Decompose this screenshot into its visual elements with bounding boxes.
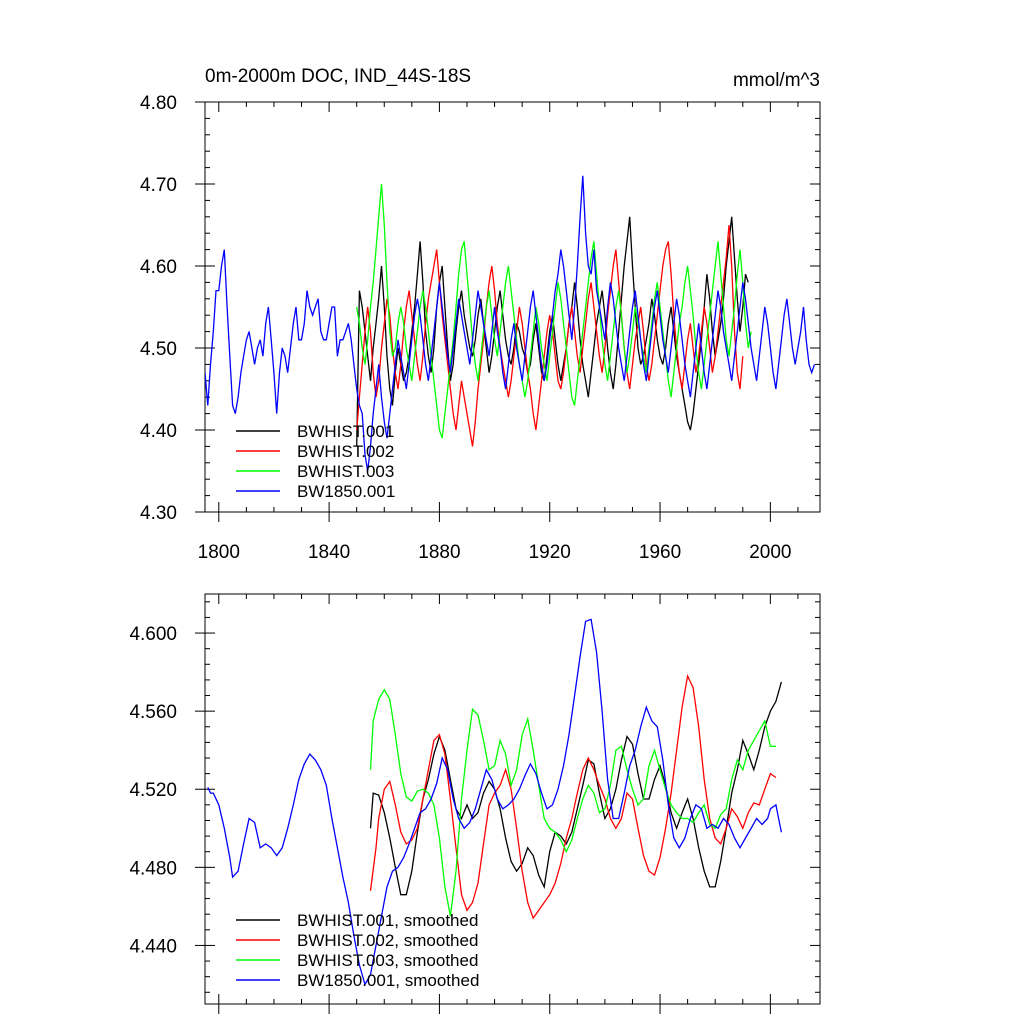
top-legend-label: BWHIST.002 [297, 442, 394, 461]
top-series-line-2 [356, 224, 744, 447]
top-x-tick-label: 1800 [198, 542, 240, 563]
top-y-tick-label: 4.30 [140, 503, 177, 524]
bottom-legend-label: BWHIST.001, smoothed [297, 911, 478, 930]
top-y-tick-label: 4.60 [140, 257, 177, 278]
bottom-series-line-4 [207, 618, 783, 987]
top-panel: 0m-2000m DOC, IND_44S-18S mmol/m^3 1800 1… [140, 66, 821, 563]
bottom-series-line-3 [369, 688, 776, 917]
bottom-y-tick-label: 4.480 [129, 858, 177, 879]
bottom-y-tick-label: 4.520 [129, 780, 177, 801]
top-x-tick-label: 1920 [529, 542, 571, 563]
top-y-tick-label: 4.70 [140, 175, 177, 196]
top-legend-label: BWHIST.001 [297, 422, 394, 441]
top-y-tick-label: 4.50 [140, 339, 177, 360]
top-x-tick-label: 1880 [418, 542, 460, 563]
bottom-y-tick-label: 4.440 [129, 936, 177, 957]
top-x-tick-label: 2000 [749, 542, 791, 563]
bottom-series-line-2 [369, 673, 777, 920]
bottom-y-tick-label: 4.600 [129, 624, 177, 645]
top-legend-label: BWHIST.003 [297, 462, 394, 481]
bottom-panel: 4.440 4.480 4.520 4.560 4.600 BWHIST.001, smo… [129, 593, 821, 1014]
bottom-legend-label: BW1850.001, smoothed [297, 971, 479, 990]
bottom-legend-label: BWHIST.002, smoothed [297, 931, 478, 950]
units-label: mmol/m^3 [733, 70, 820, 91]
top-x-tick-label: 1960 [639, 542, 681, 563]
bottom-legend-label: BWHIST.003, smoothed [297, 951, 478, 970]
top-y-tick-label: 4.80 [140, 93, 177, 114]
bottom-series-line-1 [369, 681, 783, 896]
top-series-line-4 [205, 175, 816, 472]
top-plot-frame [204, 101, 821, 513]
top-y-tick-label: 4.40 [140, 421, 177, 442]
top-x-tick-label: 1840 [308, 542, 350, 563]
top-legend-label: BW1850.001 [297, 482, 395, 501]
chart-title: 0m-2000m DOC, IND_44S-18S [205, 66, 471, 87]
top-series-line-3 [356, 183, 752, 439]
bottom-y-tick-label: 4.560 [129, 702, 177, 723]
bottom-plot-frame [204, 593, 821, 1005]
